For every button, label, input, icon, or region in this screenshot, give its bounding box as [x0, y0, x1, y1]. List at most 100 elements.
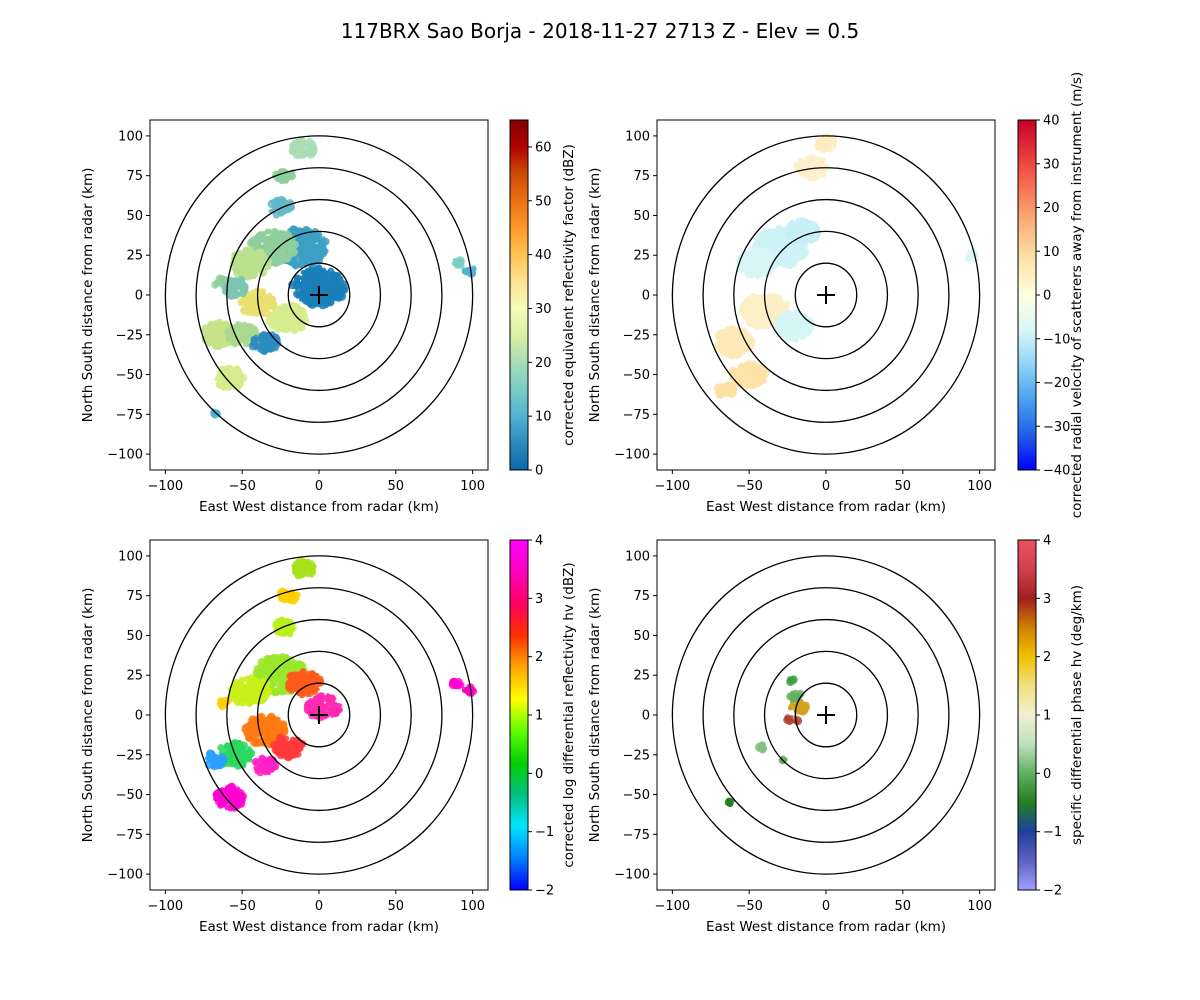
x-tick-label: −100 [655, 479, 691, 494]
echo-pixel [773, 311, 780, 318]
echo-pixel [754, 237, 758, 241]
echo-pixel [322, 237, 330, 246]
figure-title: 117BRX Sao Borja - 2018-11-27 2713 Z - E… [341, 19, 859, 43]
echo-pixel [323, 287, 328, 292]
echo-pixel [241, 697, 247, 703]
echo-pixel [788, 219, 797, 228]
echo-pixel [772, 264, 778, 270]
echo-pixel [233, 685, 237, 690]
echo-pixel [230, 375, 236, 382]
echo-pixel [219, 284, 224, 288]
echo-pixel [270, 296, 276, 301]
echo-pixel [715, 334, 721, 340]
colorbar-label: corrected radial velocity of scatterers … [1069, 72, 1085, 518]
echo-pixel [298, 746, 302, 750]
echo-pixel [258, 289, 265, 296]
echo-cluster [214, 364, 248, 391]
echo-pixel [268, 677, 276, 685]
x-tick-label: 100 [460, 479, 485, 494]
echo-pixel [816, 138, 821, 144]
x-tick-label: −50 [228, 479, 255, 494]
echo-pixel [215, 274, 225, 284]
echo-pixel [732, 376, 740, 383]
echo-pixel [240, 306, 249, 315]
y-tick-label: 0 [135, 289, 143, 304]
echo-pixel [329, 707, 336, 715]
echo-pixel [738, 344, 743, 349]
echo-pixel [811, 159, 818, 167]
echo-pixel [750, 293, 759, 302]
echo-pixel [732, 391, 737, 396]
y-tick-label: −100 [107, 448, 143, 463]
plot-area [164, 135, 477, 455]
echo-pixel [244, 248, 254, 258]
colorbar-tick-label: 30 [1043, 157, 1060, 172]
echo-pixel [339, 276, 344, 282]
echo-pixel [727, 325, 737, 335]
echo-pixel [464, 272, 469, 276]
echo-pixel [818, 161, 823, 166]
y-tick-label: 25 [126, 249, 143, 264]
echo-cluster [303, 692, 343, 722]
echo-pixel [308, 300, 317, 310]
echo-pixel [240, 792, 244, 796]
echo-pixel [798, 320, 803, 326]
echo-pixel [748, 256, 755, 264]
echo-pixel [810, 156, 814, 161]
echo-pixel [793, 246, 801, 254]
echo-pixel [204, 755, 210, 761]
echo-pixel [757, 314, 764, 321]
echo-pixel [292, 749, 300, 757]
echo-pixel [763, 261, 769, 267]
echo-pixel [802, 174, 808, 180]
echo-pixel [293, 278, 301, 286]
echo-pixel [757, 321, 762, 327]
echo-pixel [261, 690, 266, 694]
echo-pixel [268, 669, 272, 672]
echo-pixel [768, 237, 774, 243]
echo-pixel [746, 318, 755, 327]
colorbar-tick-label: 40 [1043, 114, 1060, 129]
echo-pixel [268, 293, 273, 298]
echo-pixel [788, 243, 795, 250]
echo-pixel [243, 677, 247, 681]
echo-pixel [261, 723, 268, 730]
echo-pixel [275, 674, 281, 681]
plot-area [671, 133, 981, 455]
echo-pixel [804, 318, 813, 327]
echo-pixel [237, 368, 242, 373]
echo-pixel [222, 803, 227, 808]
colorbar-label: corrected equivalent reflectivity factor… [561, 144, 577, 446]
echo-pixel [801, 248, 810, 257]
echo-pixel [318, 694, 322, 698]
echo-pixel [772, 317, 776, 321]
echo-pixel [309, 149, 315, 155]
echo-pixel [270, 661, 277, 669]
echo-pixel [249, 311, 255, 317]
echo-cluster [285, 668, 325, 699]
echo-pixel [234, 382, 242, 391]
echo-pixel [806, 173, 814, 182]
echo-pixel [239, 292, 243, 296]
echo-cluster [211, 274, 228, 289]
echo-pixel [214, 790, 224, 800]
echo-pixel [337, 289, 342, 293]
echo-pixel [781, 235, 787, 241]
echo-pixel [753, 257, 762, 267]
echo-pixel [742, 255, 748, 261]
echo-pixel [227, 749, 233, 756]
echo-pixel [801, 161, 811, 171]
echo-pixel [223, 745, 227, 750]
echo-pixel [282, 175, 287, 180]
echo-pixel [315, 264, 323, 273]
echo-pixel [713, 343, 719, 349]
echo-pixel [263, 765, 268, 770]
echo-pixel [227, 804, 234, 812]
echo-pixel [293, 283, 300, 291]
echo-pixel [763, 273, 768, 278]
echo-pixel [780, 328, 784, 331]
echo-pixel [249, 724, 257, 731]
echo-pixel [311, 698, 317, 705]
echo-pixel [804, 221, 810, 227]
